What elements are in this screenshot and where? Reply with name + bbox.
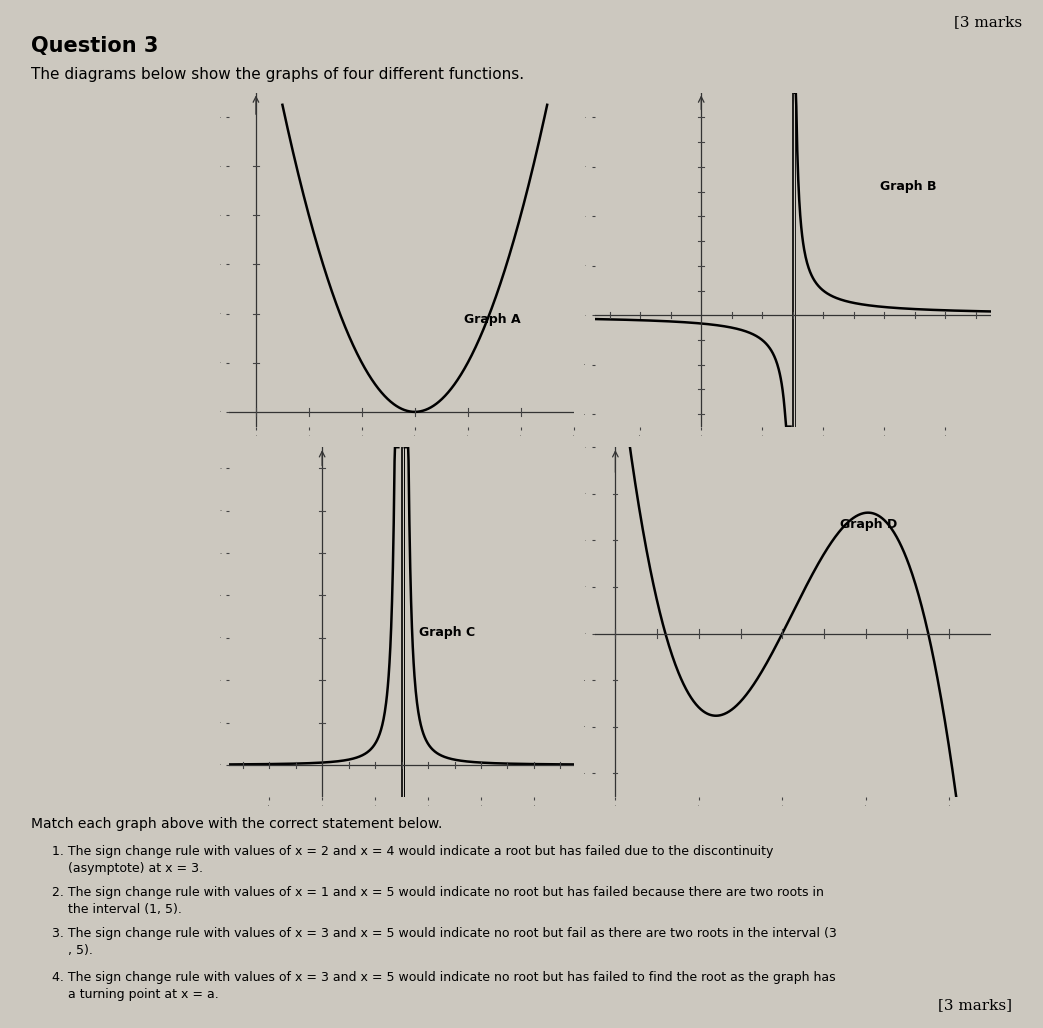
Text: [3 marks]: [3 marks] xyxy=(938,998,1012,1013)
Text: 2. The sign change rule with values of x = 1 and x = 5 would indicate no root bu: 2. The sign change rule with values of x… xyxy=(52,886,824,916)
Text: 4. The sign change rule with values of x = 3 and x = 5 would indicate no root bu: 4. The sign change rule with values of x… xyxy=(52,971,835,1001)
Text: The diagrams below show the graphs of four different functions.: The diagrams below show the graphs of fo… xyxy=(31,67,525,82)
Text: Graph C: Graph C xyxy=(419,626,475,639)
Text: 3. The sign change rule with values of x = 3 and x = 5 would indicate no root bu: 3. The sign change rule with values of x… xyxy=(52,927,836,957)
Text: [3 marks: [3 marks xyxy=(954,15,1022,30)
Text: Question 3: Question 3 xyxy=(31,36,159,56)
Text: 1. The sign change rule with values of x = 2 and x = 4 would indicate a root but: 1. The sign change rule with values of x… xyxy=(52,845,774,875)
Text: Graph D: Graph D xyxy=(841,517,897,530)
Text: Graph A: Graph A xyxy=(463,314,520,326)
Text: Graph B: Graph B xyxy=(880,180,937,192)
Text: Match each graph above with the correct statement below.: Match each graph above with the correct … xyxy=(31,817,442,832)
